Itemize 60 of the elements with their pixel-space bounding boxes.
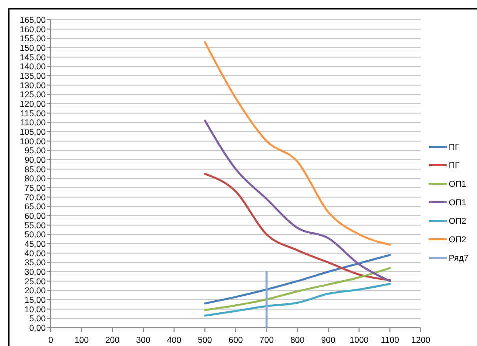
- legend-label: ОП1: [449, 178, 467, 189]
- line-series: [204, 283, 392, 317]
- y-tick-label: 100,00: [20, 136, 46, 146]
- line-series: [204, 173, 392, 282]
- y-tick-label: 165,00: [20, 14, 46, 25]
- y-tick-label: 10,00: [24, 304, 46, 314]
- legend-label: ПГ: [449, 142, 460, 152]
- y-tick-label: 80,00: [24, 174, 46, 184]
- y-tick-label: 0,00: [29, 322, 46, 333]
- y-tick-label: 40,00: [24, 248, 46, 258]
- y-tick-label: 45,00: [24, 238, 46, 249]
- y-tick-label: 50,00: [24, 230, 46, 240]
- x-tick-label: 400: [167, 335, 182, 345]
- legend-label: ОП2: [449, 216, 467, 226]
- y-tick-label: 20,00: [24, 286, 46, 296]
- y-tick-label: 95,00: [24, 146, 46, 156]
- y-tick-label: 85,00: [24, 164, 46, 174]
- y-tick-label: 15,00: [24, 294, 46, 305]
- x-tick-label: 200: [106, 335, 120, 345]
- x-tick-label: 1100: [381, 335, 400, 345]
- y-tick-label: 60,00: [24, 210, 46, 221]
- x-tick-label: 600: [228, 335, 244, 345]
- y-tick-label: 65,00: [24, 202, 46, 212]
- y-tick-label: 30,00: [24, 266, 46, 277]
- x-tick-label: 900: [321, 335, 336, 345]
- y-tick-label: 150,00: [20, 42, 46, 53]
- y-tick-label: 160,00: [20, 24, 46, 34]
- y-tick-label: 90,00: [24, 154, 46, 165]
- y-tick-label: 25,00: [24, 276, 46, 286]
- y-tick-label: 110,00: [20, 118, 46, 128]
- y-tick-label: 120,00: [20, 98, 46, 109]
- x-tick-label: 1000: [350, 335, 370, 345]
- x-tick-label: 100: [74, 335, 90, 345]
- y-tick-label: 115,00: [20, 108, 46, 118]
- legend-label: Ряд7: [449, 252, 469, 263]
- y-tick-label: 55,00: [24, 220, 46, 230]
- y-tick-label: 70,00: [24, 192, 46, 202]
- y-tick-label: 140,00: [20, 62, 46, 72]
- y-tick-label: 5,00: [29, 314, 46, 324]
- x-tick-label: 300: [136, 335, 151, 345]
- y-tick-label: 130,00: [20, 80, 46, 90]
- y-tick-label: 125,00: [20, 90, 46, 100]
- x-tick-label: 700: [260, 335, 274, 345]
- line-series: [204, 41, 392, 246]
- x-tick-label: 500: [198, 335, 213, 345]
- y-tick-label: 155,00: [20, 34, 46, 44]
- x-tick-label: 800: [290, 335, 306, 345]
- x-tick-label: 0: [48, 335, 54, 345]
- line-series: [204, 254, 392, 305]
- x-tick-label: 1200: [412, 335, 431, 345]
- line-series: [204, 267, 392, 312]
- legend-label: ПГ: [449, 160, 460, 170]
- line-series: [204, 120, 392, 282]
- y-tick-label: 35,00: [24, 258, 46, 268]
- y-tick-label: 135,00: [20, 70, 46, 81]
- legend-label: ОП2: [449, 234, 467, 244]
- y-tick-label: 145,00: [20, 52, 46, 62]
- legend-label: ОП1: [449, 197, 467, 208]
- y-tick-label: 75,00: [24, 182, 46, 193]
- y-tick-label: 105,00: [20, 126, 46, 137]
